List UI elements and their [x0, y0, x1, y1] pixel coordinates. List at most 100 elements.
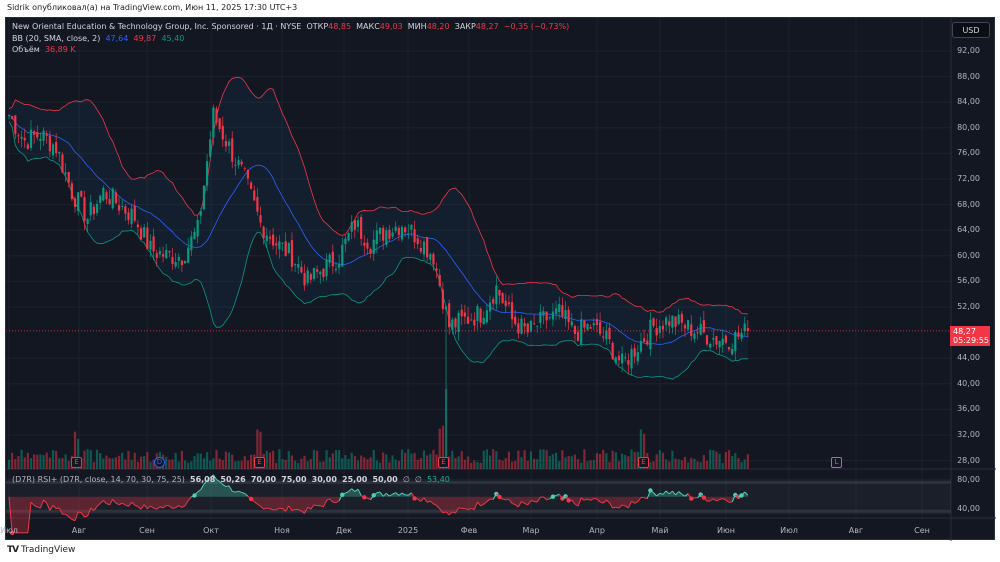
rsi-line [257, 503, 261, 507]
rsi-line [367, 497, 371, 501]
rsi-line [615, 506, 620, 509]
volume-bar [482, 450, 485, 469]
rsi-line [624, 505, 629, 509]
candle [529, 320, 533, 332]
rsi-fill [62, 496, 66, 515]
rsi-line [250, 498, 255, 503]
candle [70, 183, 73, 200]
rsi-fill [276, 496, 280, 510]
candle [441, 289, 444, 310]
price-tick: 92,00 [957, 46, 980, 55]
event-marker-E[interactable]: E [438, 457, 449, 468]
rsi-line [389, 493, 393, 497]
rsi-fill [477, 496, 481, 506]
volume-bar [595, 453, 599, 469]
rsi-line [39, 499, 45, 509]
rsi-line [96, 503, 101, 507]
volume-bar [432, 449, 435, 469]
bar-countdown: 05:29:55 [953, 336, 989, 345]
currency-button[interactable]: USD [952, 22, 990, 38]
candle [580, 319, 583, 344]
candle [463, 312, 466, 317]
candle [693, 333, 696, 339]
candle [611, 342, 614, 360]
chart-pane[interactable]: New Oriental Education & Technology Grou… [0, 17, 996, 541]
rsi-fill [56, 496, 60, 509]
low-label: МИН [407, 22, 427, 31]
event-marker-D[interactable]: D [154, 457, 165, 468]
rsi-fill [156, 496, 160, 510]
volume-legend[interactable]: Объём 36,89 K [12, 45, 76, 54]
rsi-line [398, 492, 403, 496]
rsi-fill [78, 496, 82, 513]
rsi-line [33, 505, 38, 508]
rsi-line [52, 504, 57, 509]
candle [410, 224, 413, 230]
candle [492, 299, 495, 304]
candle [121, 206, 124, 207]
rsi-line [471, 507, 475, 511]
volume-bar [218, 458, 221, 469]
tradingview-logo[interactable]: TV TradingView [7, 545, 75, 555]
candle [218, 118, 221, 130]
bb-legend[interactable]: BB (20, SMA, close, 2) 47,64 49,87 45,40 [12, 34, 184, 43]
symbol-title[interactable]: New Oriental Education & Technology Grou… [12, 22, 302, 31]
rsi-line [533, 500, 538, 503]
rsi-fill [442, 496, 447, 513]
volume-bar [624, 454, 627, 469]
candle [89, 202, 92, 216]
event-marker-E[interactable]: E [638, 457, 649, 468]
volume-bar [529, 451, 533, 469]
rsi-fill [178, 496, 182, 508]
candle [451, 319, 454, 330]
rsi-line [606, 499, 610, 504]
event-marker-E[interactable]: E [71, 457, 82, 468]
candle [561, 305, 564, 317]
candle [677, 314, 680, 325]
volume-bar [705, 460, 709, 469]
volume-bar [721, 462, 724, 469]
rsi-line [527, 500, 532, 506]
rsi-fill [609, 496, 613, 509]
rsi-legend[interactable]: (D7R) RSI+ (D7R, close, 14, 70, 30, 75, … [12, 475, 450, 484]
rsi-fill [534, 496, 538, 503]
rsi-line [285, 505, 290, 512]
candle [539, 311, 542, 323]
rsi-line [266, 507, 271, 510]
volume-bar [334, 449, 338, 469]
volume-bar [448, 456, 451, 469]
candle [520, 318, 523, 334]
rsi-line [703, 497, 708, 502]
rsi-value: ∅ [414, 475, 422, 484]
candle [690, 324, 693, 336]
rsi-fill [216, 479, 220, 497]
low-value: 48,20 [426, 22, 450, 31]
time-tick: Июн [717, 526, 735, 535]
candle [105, 192, 108, 200]
rsi-line [143, 504, 148, 510]
volume-bar [564, 457, 567, 469]
volume-bar [422, 450, 426, 469]
rsi-line [351, 488, 356, 492]
chart-canvas[interactable] [6, 18, 996, 541]
volume-bar [554, 452, 558, 469]
open-label: ОТКР [306, 22, 329, 31]
volume-bar [61, 458, 64, 469]
rsi-tick: 80,00 [957, 475, 980, 484]
candle [435, 268, 438, 271]
volume-bar [605, 453, 608, 469]
rsi-line [162, 505, 167, 509]
candle [661, 325, 665, 330]
volume-bar [133, 452, 136, 469]
volume-bar [485, 449, 488, 469]
event-marker-L[interactable]: L [831, 457, 842, 468]
candle [20, 136, 23, 139]
candle [303, 273, 306, 286]
volume-bar [300, 458, 303, 469]
volume-bar [51, 450, 55, 469]
event-marker-E[interactable]: E [254, 457, 265, 468]
volume-bar [658, 450, 661, 469]
candle [325, 259, 328, 277]
rsi-line [203, 480, 208, 485]
candle [117, 205, 121, 211]
